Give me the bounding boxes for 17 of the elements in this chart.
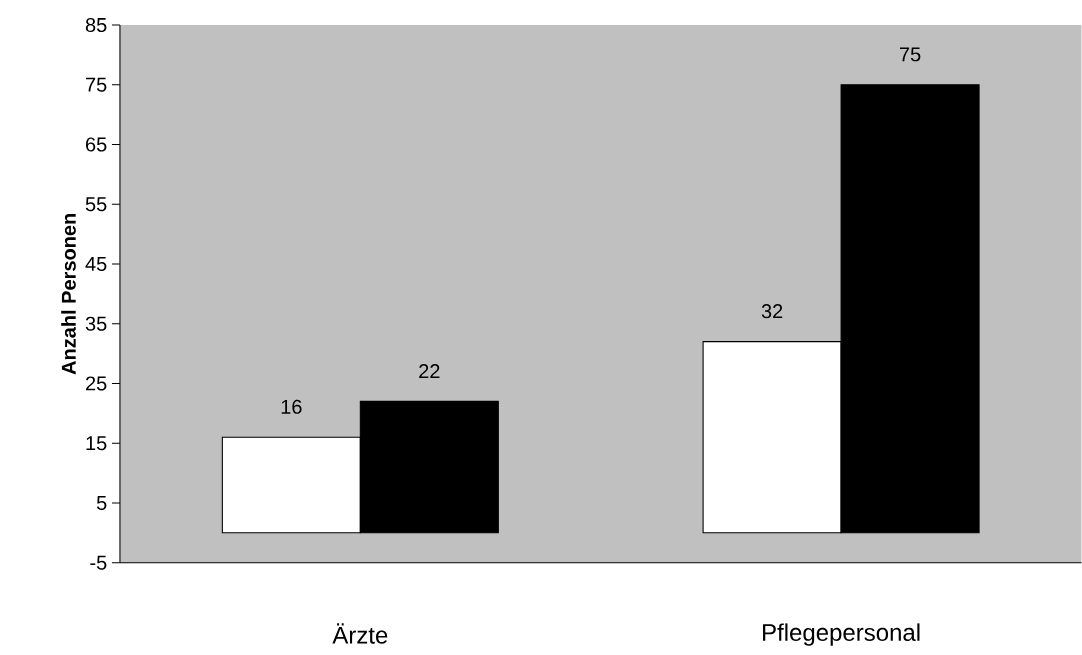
data-label: 16 — [281, 399, 302, 415]
data-label: 32 — [761, 304, 783, 319]
y-tick-label: -5 — [90, 555, 107, 570]
data-label: 75 — [899, 47, 921, 62]
y-tick-label: 55 — [85, 197, 107, 212]
y-tick-label: 35 — [85, 316, 107, 331]
y-tick-label: 15 — [86, 436, 107, 451]
x-tick-label: Ärzte — [332, 623, 388, 644]
y-tick-label: 85 — [85, 18, 107, 33]
y-tick-label: 25 — [86, 376, 107, 391]
x-tick-label: Pflegepersonal — [763, 623, 920, 646]
y-axis-title: Anzahl Personen — [61, 214, 76, 375]
y-tick-label: 5 — [96, 496, 107, 511]
data-label: 22 — [419, 364, 440, 379]
y-tick-label: 75 — [86, 77, 107, 92]
y-tick-label: 65 — [86, 137, 107, 152]
y-tick-label: 45 — [85, 257, 107, 272]
